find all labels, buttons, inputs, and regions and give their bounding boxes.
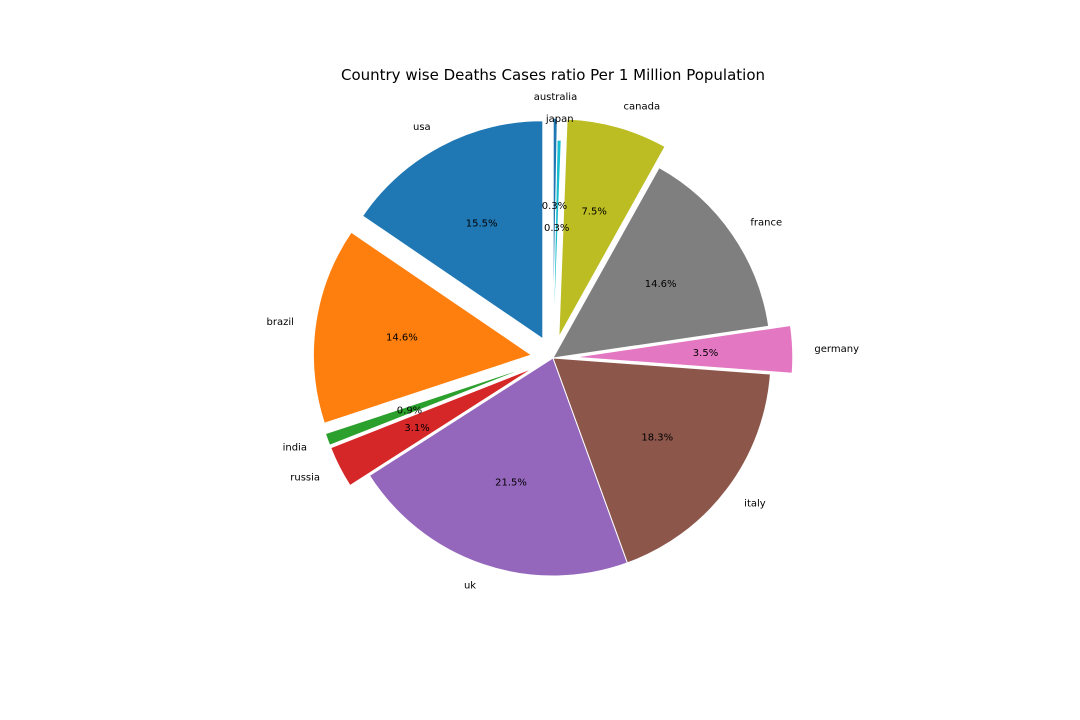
slice-label-brazil: brazil — [267, 317, 294, 328]
pie-slice-brazil — [312, 231, 533, 424]
pct-label-japan: 0.3% — [544, 223, 569, 234]
pie-slice-russia — [330, 367, 534, 487]
pct-label-usa: 15.5% — [466, 219, 498, 230]
slice-label-canada: canada — [624, 102, 661, 113]
pct-label-brazil: 14.6% — [386, 332, 418, 343]
pct-label-france: 14.6% — [645, 279, 677, 290]
labels-layer: 15.5% usa 14.6% brazil 0.9% india 3.1% russia 21… — [267, 92, 860, 592]
slice-label-italy: italy — [744, 498, 766, 509]
pct-label-india: 0.9% — [397, 405, 422, 416]
pie-slice-germany — [574, 324, 794, 374]
pct-label-uk: 21.5% — [495, 477, 527, 488]
slice-label-germany: germany — [814, 344, 859, 355]
pct-label-australia: 0.3% — [542, 201, 567, 212]
pie-slice-australia — [552, 117, 558, 337]
pie-slice-uk — [368, 357, 629, 577]
pie-slice-india — [324, 364, 533, 446]
pie-slice-france — [552, 166, 770, 359]
pie-slice-usa — [361, 120, 544, 340]
pct-label-germany: 3.5% — [693, 348, 718, 359]
slices-layer — [312, 117, 794, 577]
slice-label-india: india — [283, 442, 307, 453]
slice-label-australia: australia — [534, 92, 578, 103]
pie-slice-italy — [552, 357, 771, 564]
pie-slice-canada — [558, 118, 666, 338]
pct-label-canada: 7.5% — [581, 207, 606, 218]
slice-label-france: france — [750, 217, 782, 228]
slice-label-usa: usa — [413, 122, 431, 133]
slice-label-japan: japan — [545, 114, 574, 125]
chart-title: Country wise Deaths Cases ratio Per 1 Mi… — [341, 66, 765, 84]
pct-label-italy: 18.3% — [641, 432, 673, 443]
slice-label-uk: uk — [464, 581, 476, 592]
slice-label-russia: russia — [290, 473, 320, 484]
pct-label-russia: 3.1% — [404, 423, 429, 434]
